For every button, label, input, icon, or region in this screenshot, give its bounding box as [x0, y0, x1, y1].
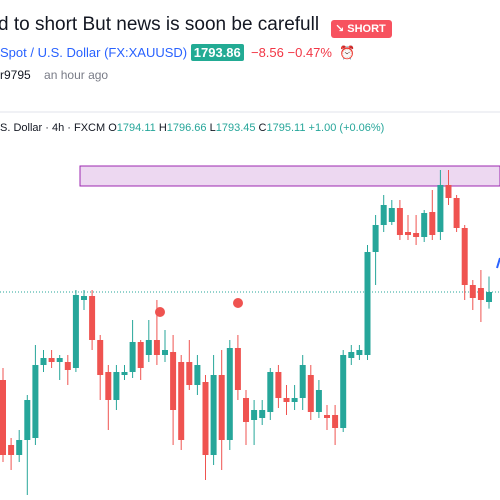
candle-body: [283, 398, 290, 402]
candle-body: [348, 352, 355, 358]
candle-body: [299, 365, 306, 398]
candle-body: [105, 372, 112, 400]
candle-body: [356, 350, 363, 355]
ohlc: O1794.11 H1796.66 L1793.45 C1795.11: [108, 122, 308, 134]
ohlc-value: 1794.11: [116, 122, 156, 134]
resistance-zone: [79, 165, 500, 187]
candle-body: [24, 400, 31, 440]
candle-body: [170, 352, 177, 410]
candle-body: [8, 445, 15, 455]
candle-body: [72, 295, 79, 368]
candle-body: [145, 340, 152, 355]
candle-body: [307, 375, 314, 412]
ohlc-label: C: [258, 122, 267, 134]
candle-body: [186, 362, 193, 385]
candle-body: [178, 362, 185, 440]
badge-text: SHORT: [347, 23, 386, 35]
candle-body: [453, 198, 460, 228]
candle-body: [380, 205, 387, 225]
author[interactable]: r9795: [0, 68, 31, 82]
candle-body: [226, 348, 233, 440]
candle-body: [469, 285, 476, 298]
candle-body: [291, 398, 298, 402]
candle-body: [275, 372, 282, 398]
signal-dot: [155, 307, 165, 317]
chart-legend: S. Dollar · 4h · FXCM O1794.11 H1796.66 …: [0, 122, 385, 134]
candle-body: [218, 375, 225, 440]
author-line: r9795 an hour ago: [0, 68, 108, 82]
candle-body: [437, 185, 444, 232]
candle-body: [396, 208, 403, 235]
candle-body: [486, 292, 492, 302]
idea-title: d to short But news is soon be carefull: [0, 14, 320, 35]
ohlc-label: O: [108, 122, 117, 134]
candle-body: [315, 390, 322, 412]
symbol[interactable]: Spot / U.S. Dollar: [0, 45, 101, 60]
candle-body: [421, 213, 428, 237]
candle-body: [97, 340, 104, 375]
candle-body: [121, 372, 128, 375]
candle-body: [477, 288, 484, 300]
candle-body: [413, 233, 420, 237]
candle-body: [210, 375, 217, 455]
candle-body: [243, 398, 249, 422]
candle-body: [251, 410, 258, 420]
change: −8.56: [250, 45, 284, 60]
candle-body: [16, 440, 23, 455]
candle-body: [81, 296, 87, 300]
candle-body: [153, 340, 160, 355]
candle-body: [129, 342, 136, 372]
symbol-line: Spot / U.S. Dollar (FX:XAUUSD) 1793.86 −…: [0, 44, 356, 61]
candle-body: [137, 342, 144, 368]
candle-body: [32, 365, 39, 438]
candle-body: [259, 410, 266, 418]
time: an hour ago: [44, 68, 109, 82]
candle-body: [40, 358, 47, 365]
signal-dot: [233, 298, 243, 308]
ohlc-label: L: [209, 122, 216, 134]
change-pct: −0.47%: [287, 45, 332, 60]
candle-body: [405, 232, 411, 235]
legend-source: FXCM: [74, 122, 106, 134]
candle-body: [48, 358, 55, 362]
ticker[interactable]: (FX:XAUUSD): [104, 45, 188, 60]
candle-body: [332, 415, 339, 428]
candle-body: [372, 225, 379, 252]
candle-body: [429, 212, 436, 235]
legend-symbol: S. Dollar: [0, 122, 43, 134]
candle-body: [234, 348, 241, 390]
short-badge[interactable]: ↘ SHORT: [331, 20, 392, 38]
candle-body: [89, 296, 96, 340]
ohlc-label: H: [158, 122, 167, 134]
candle-body: [388, 208, 395, 222]
price: 1793.86: [190, 44, 244, 61]
ohlc-value: 1793.45: [215, 122, 256, 134]
candle-body: [445, 185, 452, 198]
legend-interval: 4h: [51, 122, 65, 134]
candle-body: [267, 372, 274, 412]
candle-body: [56, 358, 63, 362]
candle-body: [364, 252, 371, 355]
candle-body: [64, 362, 71, 370]
ohlc-value: 1796.66: [166, 122, 207, 134]
candle-body: [461, 228, 468, 285]
candle-body: [113, 372, 120, 400]
candle-body: [202, 382, 209, 455]
candle-body: [324, 415, 330, 418]
alert-icon[interactable]: ⏰: [339, 45, 356, 60]
candle-body: [0, 380, 6, 455]
legend-change: +1.00 (+0.06%): [308, 122, 385, 134]
ohlc-value: 1795.11: [266, 122, 306, 134]
candle-body: [194, 365, 201, 385]
candle-body: [162, 350, 168, 355]
candle-body: [340, 355, 347, 428]
